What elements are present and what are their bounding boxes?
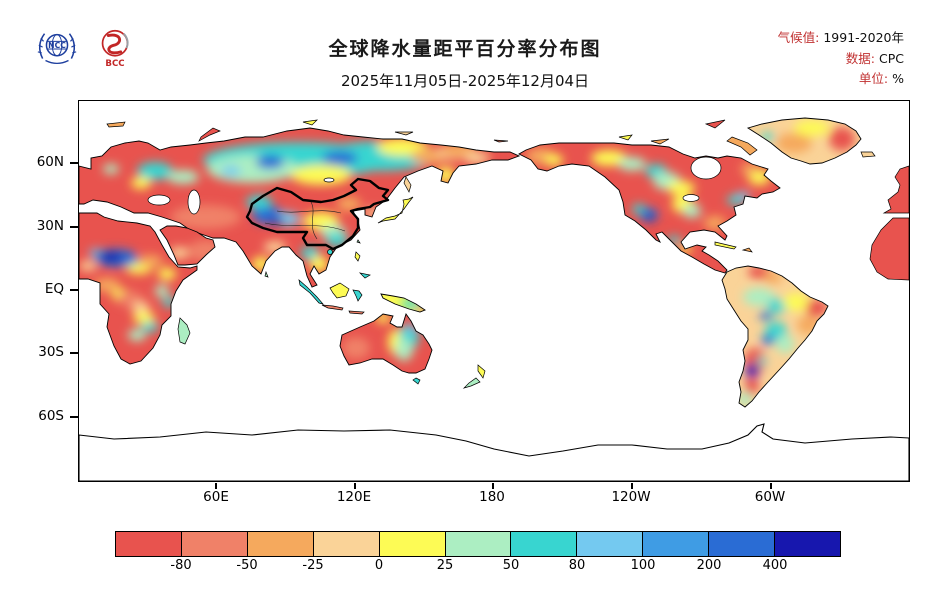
axis-tick — [70, 352, 78, 354]
colorbar-cell — [774, 531, 841, 557]
unit-row: 单位:% — [778, 69, 904, 90]
axis-tick — [70, 416, 78, 418]
antarctica-landmass — [79, 423, 909, 481]
unit-label: 单位: — [858, 71, 889, 87]
colorbar-tick-label: 400 — [762, 558, 788, 573]
colorbar-cell — [180, 531, 248, 557]
colorbar-tick-label: 0 — [374, 558, 384, 573]
lat-label-60s: 60S — [38, 408, 64, 424]
meta-info: 气候值: 1991-2020年 数据: CPC 单位:% — [778, 28, 904, 90]
arabia-landmass — [159, 225, 216, 266]
ncc-logo-text: NCC — [48, 41, 66, 50]
climate-baseline-row: 气候值: 1991-2020年 — [778, 28, 904, 49]
lat-label-eq: EQ — [44, 281, 64, 297]
islands — [106, 119, 909, 389]
colorbar-ticks: -80 -50 -25 0 25 50 80 100 200 400 — [115, 558, 841, 576]
data-source-row: 数据: CPC — [778, 49, 904, 70]
map-subtitle: 2025年11月05日-2025年12月04日 — [340, 72, 590, 90]
colorbar-cell — [115, 531, 182, 557]
colorbar-cell — [312, 531, 380, 557]
bcc-logo-text: BCC — [105, 59, 124, 69]
greenland-landmass — [747, 117, 862, 165]
north-america-landmass — [518, 142, 781, 274]
lat-label-60n: 60N — [36, 154, 64, 170]
australia-landmass — [339, 313, 433, 374]
map-frame — [78, 100, 910, 482]
lakes — [147, 156, 722, 215]
axis-tick — [770, 483, 772, 489]
colorbar-tick-label: -25 — [302, 558, 324, 573]
colorbar-tick-label: 100 — [630, 558, 656, 573]
china-border — [245, 177, 390, 251]
lon-label-60w: 60W — [754, 489, 786, 505]
colorbar-cell — [576, 531, 644, 557]
axis-tick — [70, 226, 78, 228]
axis-tick — [215, 483, 217, 489]
colorbar-tick-label: 80 — [568, 558, 586, 573]
colorbar — [115, 531, 841, 557]
colorbar-cell — [246, 531, 314, 557]
colorbar-tick-label: -80 — [170, 558, 192, 573]
colorbar-cell — [378, 531, 446, 557]
africa-landmass — [79, 212, 198, 365]
axis-tick — [492, 483, 494, 489]
eurasia-landmass — [79, 127, 520, 288]
axis-tick — [70, 162, 78, 164]
axis-tick — [70, 289, 78, 291]
colorbar-tick-label: 50 — [502, 558, 520, 573]
colorbar-cell — [444, 531, 512, 557]
ncc-logo: NCC — [37, 33, 77, 65]
colorbar-cell — [708, 531, 776, 557]
lat-label-30s: 30S — [38, 344, 64, 360]
new-guinea-island — [380, 293, 426, 313]
colorbar-cell — [510, 531, 578, 557]
axis-tick — [631, 483, 633, 489]
agency-logos: NCC BCC — [34, 24, 138, 74]
climate-label: 气候值: — [777, 30, 820, 45]
map-title: 全球降水量距平百分率分布图 — [328, 38, 602, 60]
unit-value: % — [892, 71, 904, 87]
title-block: 全球降水量距平百分率分布图 2025年11月05日-2025年12月04日 — [170, 34, 760, 91]
data-source-value: CPC — [879, 50, 904, 66]
lon-label-180: 180 — [479, 489, 505, 505]
lon-label-120e: 120E — [336, 489, 372, 505]
colorbar-tick-label: 25 — [436, 558, 454, 573]
data-source-label: 数据: — [845, 50, 875, 66]
axis-tick — [354, 483, 356, 489]
lon-label-120w: 120W — [611, 489, 651, 505]
bcc-logo: BCC — [101, 29, 129, 69]
lat-label-30n: 30N — [36, 218, 64, 234]
colorbar-tick-label: 200 — [696, 558, 722, 573]
climate-value: 1991-2020年 — [823, 30, 904, 45]
south-america-landmass — [721, 265, 829, 408]
lon-label-60e: 60E — [203, 489, 229, 505]
colorbar-tick-label: -50 — [236, 558, 258, 573]
world-map-graphic — [79, 117, 909, 481]
colorbar-cell — [642, 531, 710, 557]
